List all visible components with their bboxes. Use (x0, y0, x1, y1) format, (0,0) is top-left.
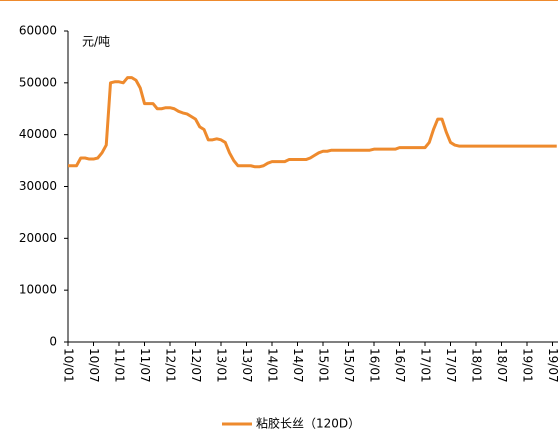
x-tick-label: 14/01 (266, 348, 280, 383)
x-tick-label: 16/01 (368, 348, 382, 383)
x-tick-label: 19/07 (546, 348, 558, 383)
x-tick-label: 15/07 (342, 348, 356, 383)
x-tick-label: 18/07 (495, 348, 509, 383)
y-tick-label: 60000 (19, 24, 57, 38)
line-series (68, 76, 557, 169)
x-tick-label: 11/07 (138, 348, 152, 383)
x-tick-label: 17/07 (444, 348, 458, 383)
x-tick-label: 16/07 (393, 348, 407, 383)
x-tick-label: 13/01 (215, 348, 229, 383)
x-tick-label: 19/01 (521, 348, 535, 383)
x-tick-label: 15/01 (317, 348, 331, 383)
y-axis-unit: 元/吨 (82, 35, 110, 49)
y-tick-label: 10000 (19, 283, 57, 297)
x-tick-label: 10/07 (87, 348, 101, 383)
y-tick-label: 50000 (19, 75, 57, 89)
x-tick-label: 12/01 (164, 348, 178, 383)
x-tick-label: 14/07 (291, 348, 305, 383)
x-tick-label: 18/01 (470, 348, 484, 383)
y-tick-label: 40000 (19, 127, 57, 141)
x-tick-label: 11/01 (113, 348, 127, 383)
x-tick-label: 13/07 (240, 348, 254, 383)
legend-label: 粘胶长丝（120D） (256, 416, 360, 431)
y-tick-label: 0 (49, 335, 57, 349)
y-tick-label: 20000 (19, 231, 57, 245)
x-tick-label: 10/01 (62, 348, 76, 383)
x-tick-label: 17/01 (419, 348, 433, 383)
y-tick-label: 30000 (19, 179, 57, 193)
x-tick-label: 12/07 (189, 348, 203, 383)
